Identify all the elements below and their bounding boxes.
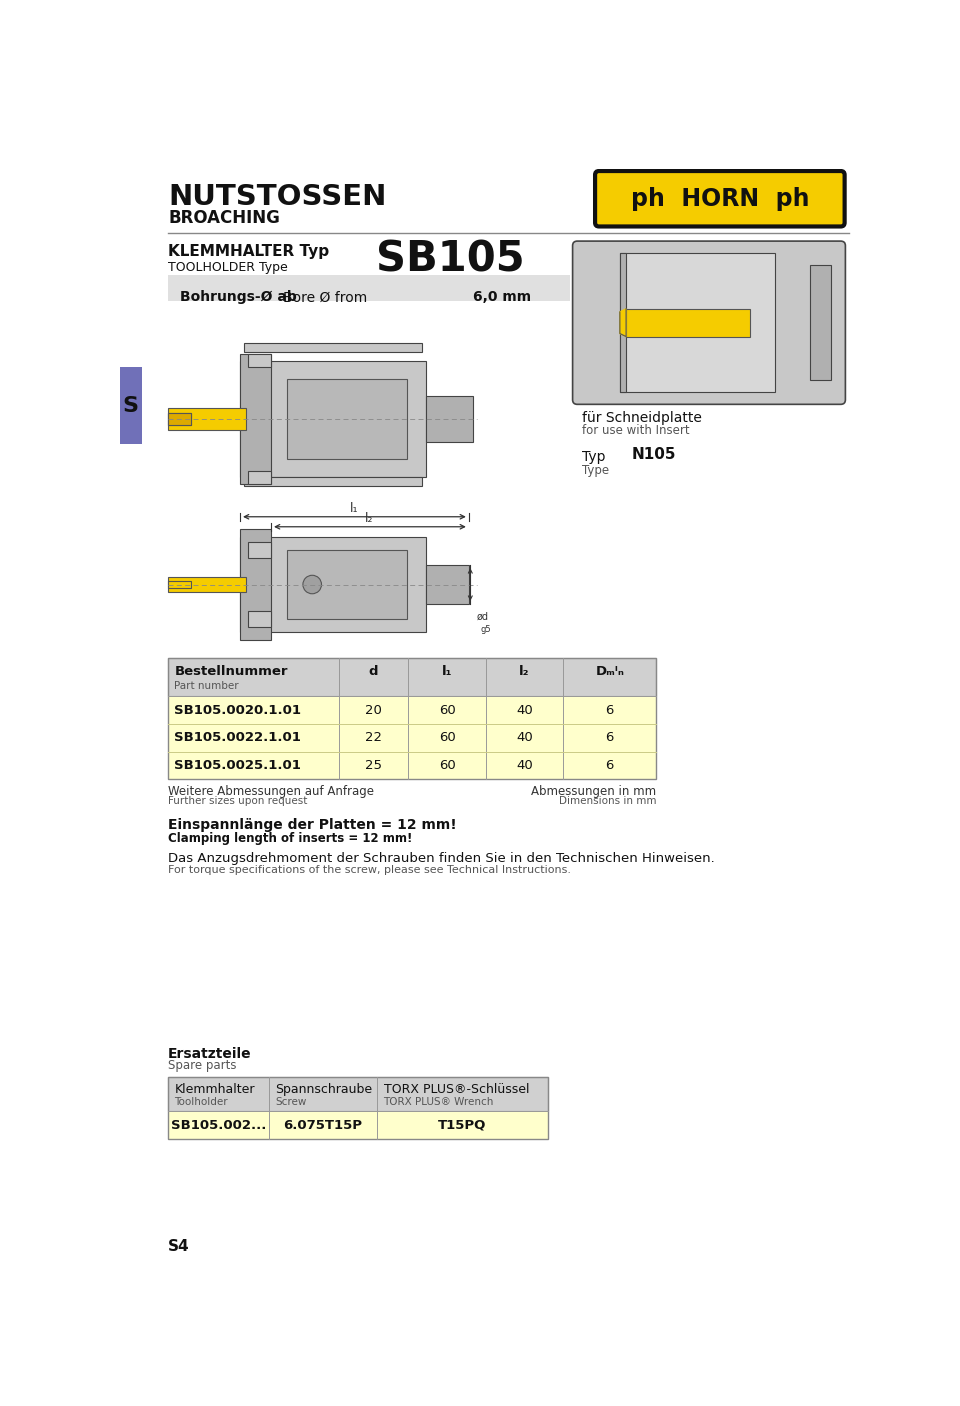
Text: d: d: [369, 665, 378, 678]
Text: für Schneidplatte: für Schneidplatte: [582, 412, 702, 425]
Text: l₁: l₁: [349, 502, 358, 515]
Bar: [426, 565, 468, 603]
Bar: [240, 537, 426, 633]
Bar: [240, 361, 426, 477]
FancyBboxPatch shape: [572, 240, 846, 405]
Bar: [426, 396, 472, 441]
Text: TORX PLUS® Wrench: TORX PLUS® Wrench: [383, 1097, 493, 1108]
Text: l₂: l₂: [519, 665, 530, 678]
Text: Weitere Abmessungen auf Anfrage: Weitere Abmessungen auf Anfrage: [168, 786, 374, 799]
Bar: [287, 550, 407, 619]
Text: 6: 6: [606, 703, 614, 717]
Text: SB105.0022.1.01: SB105.0022.1.01: [175, 731, 301, 744]
Text: 20: 20: [365, 703, 382, 717]
Bar: [244, 477, 422, 486]
Text: Bohrungs-Ø ab: Bohrungs-Ø ab: [180, 291, 298, 304]
Text: For torque specifications of the screw, please see Technical Instructions.: For torque specifications of the screw, …: [168, 865, 571, 875]
Bar: [240, 353, 271, 485]
Text: ph  HORN  ph: ph HORN ph: [631, 187, 809, 211]
Text: 40: 40: [516, 759, 533, 772]
Text: 6: 6: [606, 731, 614, 744]
Bar: [287, 380, 407, 458]
Bar: [168, 658, 657, 696]
Text: Type: Type: [582, 464, 609, 478]
Text: Screw: Screw: [275, 1097, 306, 1108]
Text: 6: 6: [606, 759, 614, 772]
Text: TOOLHOLDER Type: TOOLHOLDER Type: [168, 262, 288, 274]
Text: 6.075T15P: 6.075T15P: [283, 1119, 363, 1132]
Text: Part number: Part number: [175, 681, 239, 690]
Text: Dimensions in mm: Dimensions in mm: [559, 796, 657, 806]
Text: SB105.0025.1.01: SB105.0025.1.01: [175, 759, 301, 772]
Bar: [626, 309, 750, 336]
Text: 25: 25: [365, 759, 382, 772]
Text: 60: 60: [439, 759, 455, 772]
Text: 40: 40: [516, 731, 533, 744]
Bar: [168, 1077, 548, 1139]
Text: Toolholder: Toolholder: [175, 1097, 228, 1108]
Text: 60: 60: [439, 731, 455, 744]
Text: KLEMMHALTER Typ: KLEMMHALTER Typ: [168, 245, 329, 259]
Text: N105: N105: [632, 447, 676, 463]
Text: NUTSTOSSEN: NUTSTOSSEN: [168, 183, 387, 211]
Bar: [168, 724, 657, 752]
Text: Klemmhalter: Klemmhalter: [175, 1084, 254, 1097]
Text: g5: g5: [480, 624, 491, 634]
Text: Abmessungen in mm: Abmessungen in mm: [531, 786, 657, 799]
Bar: [168, 581, 191, 588]
Text: SB105.002...: SB105.002...: [171, 1119, 266, 1132]
Bar: [248, 612, 271, 627]
Bar: [168, 752, 657, 779]
Bar: [168, 658, 657, 779]
Text: Typ: Typ: [582, 450, 606, 464]
Text: Dₘᴵₙ: Dₘᴵₙ: [595, 665, 624, 678]
Text: Das Anzugsdrehmoment der Schrauben finden Sie in den Technischen Hinweisen.: Das Anzugsdrehmoment der Schrauben finde…: [168, 852, 715, 865]
Bar: [168, 408, 246, 430]
Text: 40: 40: [516, 703, 533, 717]
Text: ød: ød: [476, 612, 489, 621]
Polygon shape: [620, 309, 626, 336]
Bar: [168, 413, 191, 425]
Bar: [248, 353, 271, 367]
Text: for use with Insert: for use with Insert: [582, 425, 689, 437]
Text: Bore Ø from: Bore Ø from: [283, 291, 367, 304]
Bar: [248, 471, 271, 485]
Text: Spare parts: Spare parts: [168, 1059, 236, 1071]
Text: Bestellnummer: Bestellnummer: [175, 665, 288, 678]
Text: 22: 22: [365, 731, 382, 744]
Text: 6,0 mm: 6,0 mm: [472, 291, 531, 304]
Text: Einspannlänge der Platten = 12 mm!: Einspannlänge der Platten = 12 mm!: [168, 818, 457, 832]
Bar: [244, 343, 422, 352]
Circle shape: [303, 575, 322, 593]
Bar: [240, 529, 271, 640]
Text: TORX PLUS®-Schlüssel: TORX PLUS®-Schlüssel: [383, 1084, 529, 1097]
Text: BROACHING: BROACHING: [168, 208, 280, 226]
Bar: [248, 543, 271, 558]
Bar: [168, 413, 191, 425]
Text: T15PQ: T15PQ: [439, 1119, 487, 1132]
Text: SB105.0020.1.01: SB105.0020.1.01: [175, 703, 301, 717]
Bar: [168, 696, 657, 724]
Text: l₂: l₂: [366, 512, 373, 526]
Text: S4: S4: [168, 1239, 190, 1254]
Text: 60: 60: [439, 703, 455, 717]
Text: Spannschraube: Spannschraube: [275, 1084, 372, 1097]
FancyBboxPatch shape: [595, 172, 845, 226]
Text: S: S: [123, 396, 139, 416]
Bar: [168, 1077, 548, 1111]
Bar: [620, 253, 626, 392]
Bar: [620, 253, 775, 392]
Text: SB105: SB105: [375, 238, 524, 280]
Text: l₁: l₁: [442, 665, 452, 678]
Text: Ersatzteile: Ersatzteile: [168, 1046, 252, 1060]
Bar: [168, 276, 569, 301]
Text: Clamping length of inserts = 12 mm!: Clamping length of inserts = 12 mm!: [168, 832, 413, 845]
Bar: [168, 1111, 548, 1139]
Bar: [120, 367, 142, 444]
Text: Further sizes upon request: Further sizes upon request: [168, 796, 307, 806]
Bar: [809, 264, 831, 381]
Bar: [168, 576, 246, 592]
